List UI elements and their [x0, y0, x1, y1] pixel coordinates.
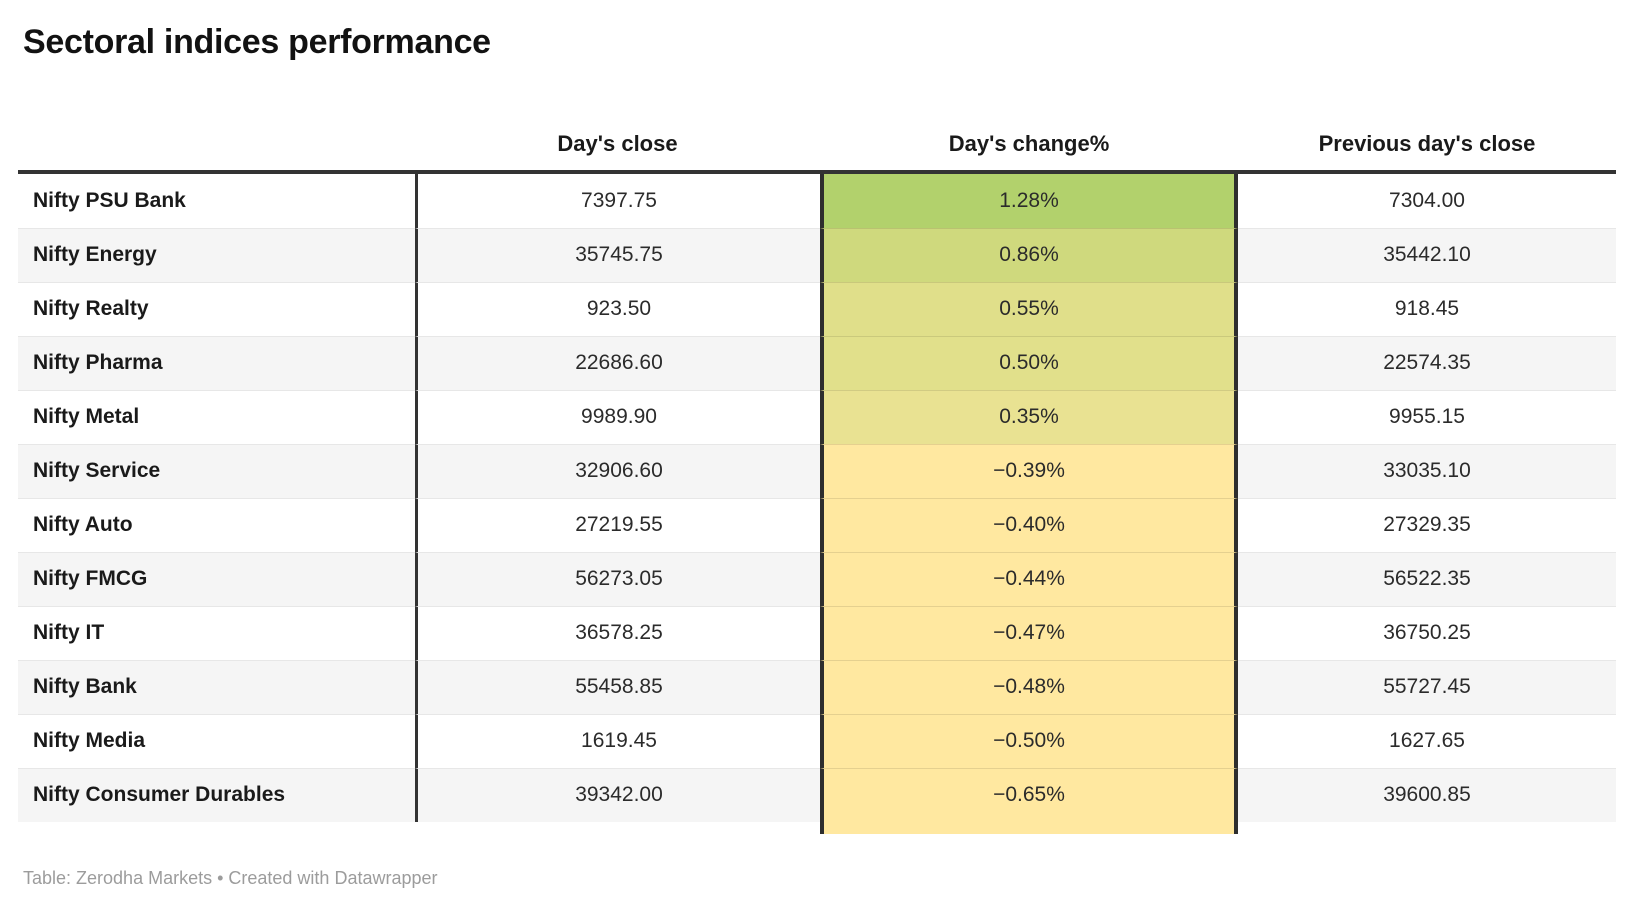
previous-close-cell: 35442.10 [1238, 227, 1616, 282]
table-row: Nifty Energy 35745.75 0.86% 35442.10 [18, 227, 1616, 282]
days-close-cell: 36578.25 [415, 605, 820, 660]
days-change-cell: −0.47% [820, 605, 1238, 660]
index-name-cell: Nifty Auto [18, 497, 415, 552]
days-close-cell: 22686.60 [415, 335, 820, 390]
days-close-cell: 27219.55 [415, 497, 820, 552]
table-row: Nifty Media 1619.45 −0.50% 1627.65 [18, 713, 1616, 768]
overhang-spacer [1238, 822, 1616, 834]
days-change-cell: −0.50% [820, 713, 1238, 768]
table-row: Nifty Bank 55458.85 −0.48% 55727.45 [18, 659, 1616, 714]
days-change-cell: 0.86% [820, 227, 1238, 282]
previous-close-cell: 33035.10 [1238, 443, 1616, 498]
days-close-cell: 39342.00 [415, 767, 820, 822]
table-row: Nifty Metal 9989.90 0.35% 9955.15 [18, 389, 1616, 444]
sector-indices-table: Day's close Day's change% Previous day's… [18, 63, 1616, 834]
days-close-cell: 7397.75 [415, 173, 820, 228]
column-header-days-change: Day's change% [948, 130, 1110, 156]
days-change-cell: 1.28% [820, 173, 1238, 228]
table-row: Nifty Consumer Durables 39342.00 −0.65% … [18, 767, 1616, 822]
previous-close-cell: 22574.35 [1238, 335, 1616, 390]
table-row: Nifty PSU Bank 7397.75 1.28% 7304.00 [18, 173, 1616, 228]
days-change-cell: −0.48% [820, 659, 1238, 714]
page-title: Sectoral indices performance [23, 23, 491, 61]
index-name-cell: Nifty FMCG [18, 551, 415, 606]
days-change-cell: 0.35% [820, 389, 1238, 444]
index-name-cell: Nifty Energy [18, 227, 415, 282]
days-close-cell: 56273.05 [415, 551, 820, 606]
table-row: Nifty Service 32906.60 −0.39% 33035.10 [18, 443, 1616, 498]
days-change-cell: −0.44% [820, 551, 1238, 606]
previous-close-cell: 36750.25 [1238, 605, 1616, 660]
previous-close-cell: 9955.15 [1238, 389, 1616, 444]
index-name-cell: Nifty Consumer Durables [18, 767, 415, 822]
table-body: Nifty PSU Bank 7397.75 1.28% 7304.00 Nif… [18, 173, 1616, 822]
index-name-cell: Nifty Bank [18, 659, 415, 714]
table-footnote: Table: Zerodha Markets • Created with Da… [23, 867, 438, 888]
days-close-cell: 55458.85 [415, 659, 820, 714]
table-row: Nifty Pharma 22686.60 0.50% 22574.35 [18, 335, 1616, 390]
days-change-cell: −0.65% [820, 767, 1238, 822]
overhang-spacer [18, 822, 415, 834]
table-header-row: Day's close Day's change% Previous day's… [18, 63, 1616, 170]
table-row: Nifty IT 36578.25 −0.47% 36750.25 [18, 605, 1616, 660]
column-header-previous-close: Previous day's close [1318, 130, 1536, 156]
overhang-change-cell [820, 821, 1238, 834]
table-top-border [18, 169, 1616, 174]
previous-close-cell: 918.45 [1238, 281, 1616, 336]
previous-close-cell: 55727.45 [1238, 659, 1616, 714]
index-name-cell: Nifty IT [18, 605, 415, 660]
previous-close-cell: 7304.00 [1238, 173, 1616, 228]
days-change-cell: 0.55% [820, 281, 1238, 336]
column-header-days-close: Day's close [557, 130, 678, 156]
previous-close-cell: 1627.65 [1238, 713, 1616, 768]
table-row: Nifty Realty 923.50 0.55% 918.45 [18, 281, 1616, 336]
overhang-spacer [415, 822, 820, 834]
days-close-cell: 9989.90 [415, 389, 820, 444]
days-close-cell: 35745.75 [415, 227, 820, 282]
index-name-cell: Nifty Pharma [18, 335, 415, 390]
days-change-cell: −0.39% [820, 443, 1238, 498]
days-close-cell: 32906.60 [415, 443, 820, 498]
days-change-cell: −0.40% [820, 497, 1238, 552]
days-close-cell: 923.50 [415, 281, 820, 336]
previous-close-cell: 27329.35 [1238, 497, 1616, 552]
index-name-cell: Nifty PSU Bank [18, 173, 415, 228]
index-name-cell: Nifty Service [18, 443, 415, 498]
previous-close-cell: 56522.35 [1238, 551, 1616, 606]
heatmap-column-overhang [18, 821, 1616, 834]
previous-close-cell: 39600.85 [1238, 767, 1616, 822]
days-change-cell: 0.50% [820, 335, 1238, 390]
index-name-cell: Nifty Realty [18, 281, 415, 336]
index-name-cell: Nifty Media [18, 713, 415, 768]
days-close-cell: 1619.45 [415, 713, 820, 768]
index-name-cell: Nifty Metal [18, 389, 415, 444]
table-row: Nifty FMCG 56273.05 −0.44% 56522.35 [18, 551, 1616, 606]
table-row: Nifty Auto 27219.55 −0.40% 27329.35 [18, 497, 1616, 552]
